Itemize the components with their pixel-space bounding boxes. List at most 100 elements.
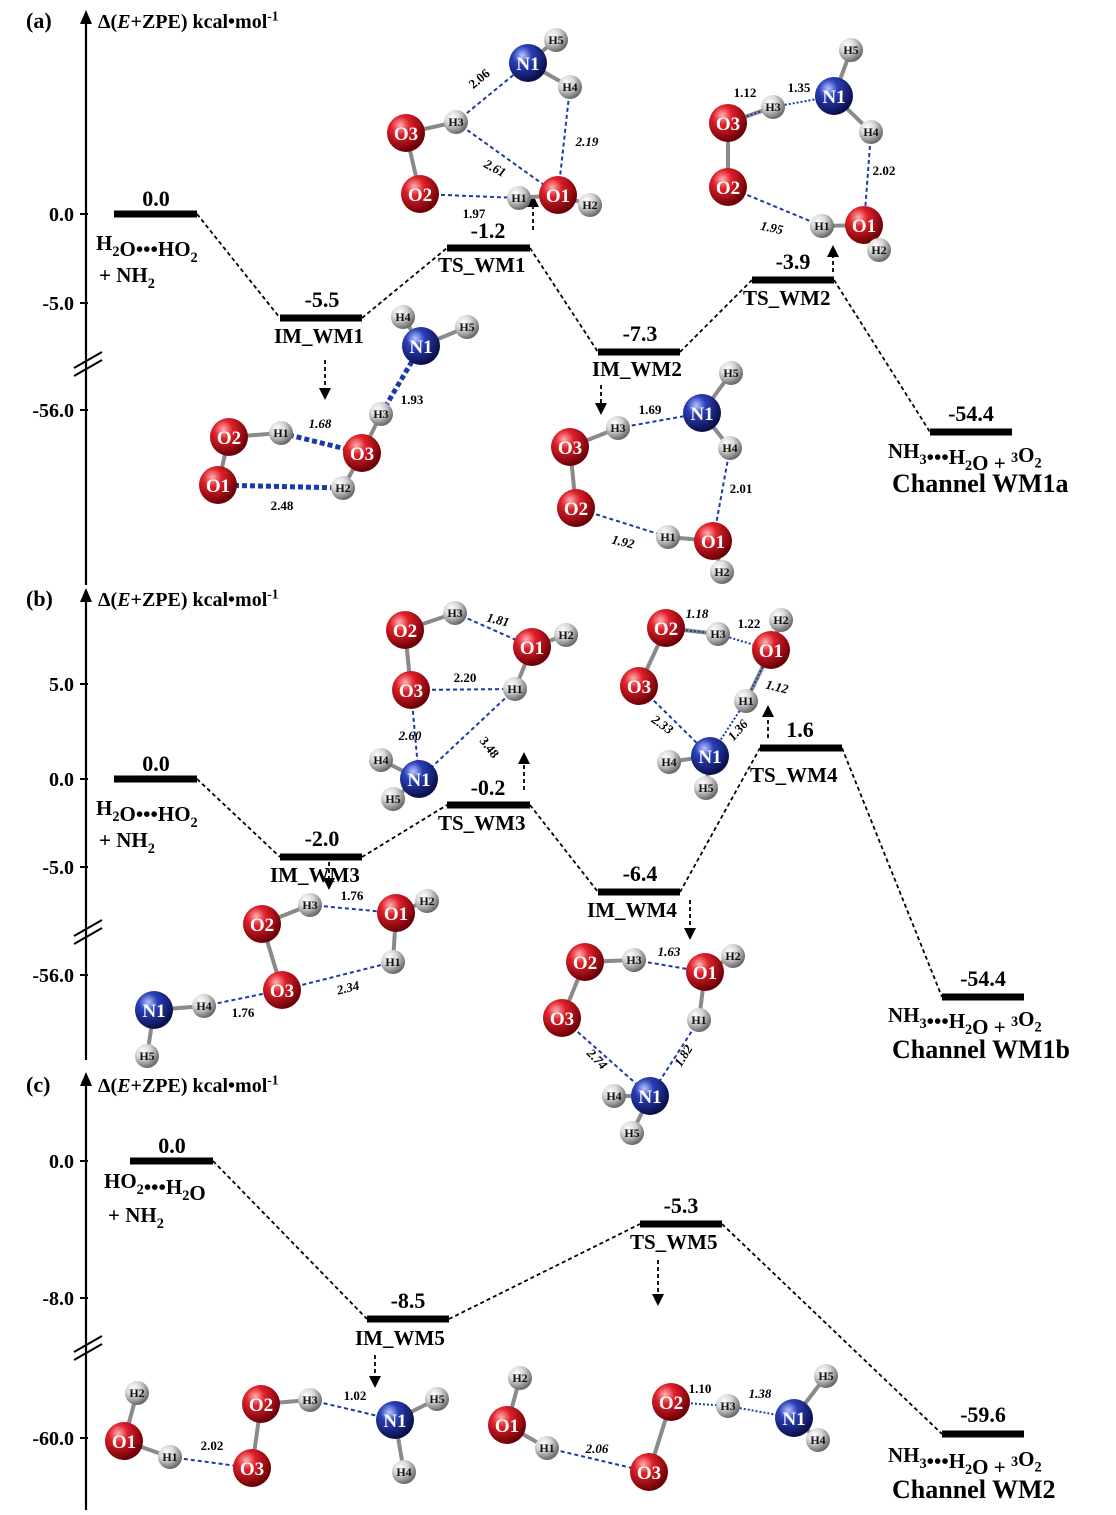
im-wm2-atom-label: H4 bbox=[722, 441, 737, 455]
ts-wm2-atom-h2 bbox=[867, 238, 891, 262]
im-wm2-atom-h1 bbox=[656, 525, 680, 549]
ts-wm4-dist-4: 2.33 bbox=[648, 711, 676, 737]
ts-wm2-atom-label: O3 bbox=[716, 114, 740, 135]
ts-wm3-atom-o2 bbox=[386, 611, 424, 649]
im-wm5-energy: -8.5 bbox=[391, 1288, 426, 1313]
panel-c-m8-tick-label: -8.0 bbox=[42, 1288, 74, 1310]
ts-wm5-dist-1: 2.06 bbox=[585, 1441, 609, 1456]
im-wm5-atom-label: O1 bbox=[112, 1432, 136, 1453]
im-wm2-atom-label: H1 bbox=[660, 530, 675, 544]
panel-a-channel-label: Channel WM1a bbox=[892, 469, 1069, 498]
conn-c-3 bbox=[721, 1223, 943, 1435]
panel-b-0-tick-label: 0.0 bbox=[49, 769, 74, 791]
ts-wm4-dist-1: 1.18 bbox=[686, 606, 709, 621]
im-wm1-dist-1: 1.68 bbox=[309, 416, 332, 431]
ts-wm1-atom-h2 bbox=[578, 193, 602, 217]
im-wm5-label: IM_WM5 bbox=[355, 1326, 445, 1350]
im-wm5-atom-label: H2 bbox=[129, 1386, 144, 1400]
ts-wm3-atom-o1 bbox=[513, 628, 551, 666]
ts-wm2-atom-h3 bbox=[761, 95, 785, 119]
im-wm4-energy: -6.4 bbox=[623, 861, 658, 886]
ts-wm3-hbond-4 bbox=[418, 688, 516, 780]
im-wm4-hbond-2 bbox=[561, 1017, 651, 1097]
im-wm3-atom-label: H1 bbox=[385, 955, 400, 969]
ts-wm2-structure-arrow-head bbox=[827, 245, 839, 257]
im-wm2-atom-n1 bbox=[683, 394, 721, 432]
ts-wm3-dist-3: 2.60 bbox=[398, 728, 422, 743]
reactant-a-label2: + NH2 bbox=[99, 263, 155, 292]
im-wm4-atom-h3 bbox=[622, 948, 646, 972]
im-wm2-atom-label: H2 bbox=[714, 565, 729, 579]
product-b-label: NH3•••H2O + 3O2 bbox=[888, 1003, 1042, 1039]
ts-wm4-structure-arrow-head bbox=[762, 705, 774, 717]
conn-b-3 bbox=[529, 804, 599, 893]
im-wm2-atom-label: O2 bbox=[564, 499, 588, 520]
panel-c-axis-break-2 bbox=[73, 1343, 103, 1361]
im-wm3-structure-arrow-head bbox=[323, 878, 335, 890]
reactant-a-label1: H2O•••HO2 bbox=[96, 231, 198, 266]
ts-wm4-atom-label: H1 bbox=[738, 694, 753, 708]
ts-wm3-atom-label: H3 bbox=[447, 606, 462, 620]
product-b-energy: -54.4 bbox=[960, 966, 1006, 991]
ts-wm1-energy: -1.2 bbox=[471, 218, 506, 243]
im-wm3-dist-1: 1.76 bbox=[341, 888, 364, 903]
reactant-a-energy: 0.0 bbox=[142, 186, 170, 211]
im-wm5-atom-o3 bbox=[233, 1449, 271, 1487]
ts-wm4-atom-label: N1 bbox=[698, 747, 721, 768]
im-wm1-atom-o2 bbox=[210, 418, 248, 456]
im-wm5-atom-h5 bbox=[425, 1387, 449, 1411]
panel-c-label: (c) bbox=[26, 1072, 50, 1097]
ts-wm1-dist-3: 2.61 bbox=[481, 156, 509, 180]
im-wm1-atom-h4 bbox=[391, 305, 415, 329]
ts-wm3-label: TS_WM3 bbox=[438, 811, 526, 835]
ts-wm2-atom-h1 bbox=[810, 214, 834, 238]
ts-wm5-structure-arrow-head bbox=[652, 1294, 664, 1306]
im-wm3-atom-n1 bbox=[135, 991, 173, 1029]
im-wm3-label: IM_WM3 bbox=[270, 863, 360, 887]
ts-wm3-atom-label: N1 bbox=[407, 770, 430, 791]
im-wm1-atom-label: O2 bbox=[217, 428, 241, 449]
im-wm1-atom-h3 bbox=[369, 402, 393, 426]
ts-wm5-atom-label: O3 bbox=[637, 1463, 661, 1484]
im-wm4-atom-h4 bbox=[602, 1084, 626, 1108]
ts-wm5-atom-h1 bbox=[535, 1436, 559, 1460]
conn-b-1 bbox=[196, 778, 281, 858]
ts-wm1-atom-label: H1 bbox=[511, 191, 526, 205]
im-wm5-atom-label: O3 bbox=[240, 1459, 264, 1480]
im-wm3-atom-label: N1 bbox=[142, 1001, 165, 1022]
im-wm1-atom-label: H1 bbox=[273, 426, 288, 440]
ts-wm3-atom-h1 bbox=[503, 677, 527, 701]
im-wm4-dist-1: 1.63 bbox=[658, 944, 681, 959]
im-wm2-atom-label: O3 bbox=[558, 438, 582, 459]
im-wm3-atom-h3 bbox=[298, 893, 322, 917]
im-wm4-atom-o3 bbox=[543, 999, 581, 1037]
ts-wm3-atom-label: H5 bbox=[385, 792, 400, 806]
im-wm2-atom-o3 bbox=[551, 428, 589, 466]
im-wm4-atom-label: H3 bbox=[626, 953, 641, 967]
im-wm4-hbond-1 bbox=[633, 959, 706, 973]
panel-a-axis-break-2 bbox=[73, 359, 103, 377]
im-wm3-dist-2: 1.76 bbox=[232, 1005, 255, 1020]
ts-wm5-label: TS_WM5 bbox=[630, 1230, 718, 1254]
im-wm4-atom-o2 bbox=[566, 943, 604, 981]
ts-wm5-hbond-1 bbox=[727, 1405, 795, 1419]
ts-wm5-atom-o3 bbox=[630, 1453, 668, 1491]
im-wm1-hbond-3 bbox=[217, 482, 344, 491]
im-wm3-atom-label: O3 bbox=[270, 981, 294, 1002]
im-wm1-atom-label: H5 bbox=[459, 320, 474, 334]
ts-wm5-atom-h5 bbox=[814, 1364, 838, 1388]
ts-wm1-atom-label: H3 bbox=[448, 115, 463, 129]
im-wm5-atom-o1 bbox=[105, 1422, 143, 1460]
ts-wm1-atom-label: O3 bbox=[394, 124, 418, 145]
ts-wm5-atom-o1 bbox=[488, 1406, 526, 1444]
ts-wm3-atom-label: H1 bbox=[507, 682, 522, 696]
ts-wm4-energy: 1.6 bbox=[786, 717, 814, 742]
panel-b-5-tick-label: 5.0 bbox=[49, 674, 74, 696]
im-wm2-atom-label: O1 bbox=[701, 532, 725, 553]
im-wm1-hbond-1 bbox=[280, 430, 363, 456]
im-wm5-atom-h4 bbox=[392, 1460, 416, 1484]
ts-wm1-atom-h5 bbox=[544, 28, 568, 52]
ts-wm4-dist-5: 1.36 bbox=[724, 716, 751, 743]
im-wm5-atom-label: O2 bbox=[249, 1395, 273, 1416]
ts-wm5-atom-o2 bbox=[652, 1383, 690, 1421]
